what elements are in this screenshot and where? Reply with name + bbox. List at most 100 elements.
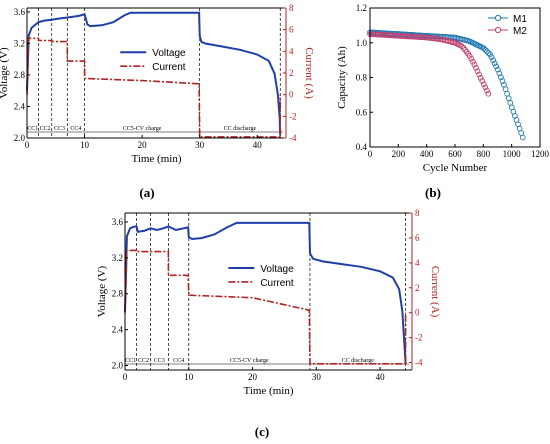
p2-y-tick-label: 2.8 xyxy=(112,289,124,299)
p0-x-tick-label: 40 xyxy=(253,140,263,150)
p1-marker-m1 xyxy=(480,45,487,52)
p0-phase-label: CC3 xyxy=(54,126,65,132)
p0-phase-label: CC5-CV charge xyxy=(123,126,162,132)
p2-legend-label-current: Current xyxy=(260,278,294,289)
p1-marker-m2 xyxy=(485,90,492,97)
p2-y-tick-label: 2.0 xyxy=(112,361,124,371)
p2-x-tick-label: 0 xyxy=(123,372,128,382)
p1-legend-marker-m2 xyxy=(494,26,502,34)
p1-x-tick-label: 400 xyxy=(420,149,434,159)
p2-x-axis-title: Time (min) xyxy=(243,385,293,397)
p0-y-axis-title: Voltage (V) xyxy=(0,47,10,99)
p2-series-current-line xyxy=(124,249,407,365)
p2-phase-label: CC5-CV charge xyxy=(230,358,269,364)
p1-marker-m1 xyxy=(490,57,496,64)
p1-marker-m1 xyxy=(491,60,498,67)
p1-legend-label-m1: M1 xyxy=(513,14,527,25)
p2-y-tick-label: 3.6 xyxy=(112,217,124,227)
p1-marker-m2 xyxy=(466,53,473,59)
p1-marker-m1 xyxy=(485,50,492,56)
p1-marker-m2 xyxy=(480,81,487,88)
p1-x-tick-label: 600 xyxy=(448,149,462,159)
p1-marker-m1 xyxy=(505,95,512,102)
p1-marker-m1 xyxy=(494,66,501,73)
p2-y2-tick-label: -4 xyxy=(415,358,423,368)
p0-legend-label-current: Current xyxy=(152,62,186,73)
p0-x-tick-label: 0 xyxy=(25,140,30,150)
p1-marker-m2 xyxy=(484,87,490,94)
p0-series-current-line xyxy=(26,37,281,138)
p1-x-tick-label: 200 xyxy=(392,149,406,159)
p1-x-tick-label: 1200 xyxy=(531,149,550,159)
p2-x-tick-label: 20 xyxy=(248,372,258,382)
p1-marker-m2 xyxy=(468,55,475,62)
p2-legend-label-voltage: Voltage xyxy=(260,264,294,275)
p0-y2-axis-title: Current (A) xyxy=(303,47,315,99)
p1-marker-m2 xyxy=(473,64,479,71)
p0-y-tick-label: 2.4 xyxy=(14,101,26,111)
p1-marker-m1 xyxy=(484,48,490,55)
p0-x-axis-title: Time (min) xyxy=(131,153,181,165)
p0-y2-tick-label: 2 xyxy=(289,68,294,78)
p0-y-tick-label: 3.6 xyxy=(14,7,26,17)
p1-y-tick-label: 1.0 xyxy=(356,38,368,48)
panel-label-3: (c) xyxy=(255,424,269,439)
p0-y2-tick-label: 6 xyxy=(289,25,294,35)
p0-x-tick-label: 20 xyxy=(138,140,148,150)
p2-phase-label: CC4 xyxy=(173,358,184,364)
p1-marker-m2 xyxy=(470,58,476,65)
p1-x-axis-title: Cycle Number xyxy=(423,162,488,174)
p2-y2-tick-label: 2 xyxy=(415,283,420,293)
p2-x-tick-label: 30 xyxy=(312,372,322,382)
p0-legend-label-voltage: Voltage xyxy=(152,48,186,59)
p1-marker-m1 xyxy=(499,78,506,84)
p1-marker-m2 xyxy=(474,68,481,74)
p2-x-tick-label: 40 xyxy=(376,372,386,382)
p1-marker-m1 xyxy=(502,86,509,92)
p2-phase-label: CC1 xyxy=(125,358,136,364)
p0-x-tick-label: 10 xyxy=(80,140,90,150)
p1-legend-marker-m1 xyxy=(494,14,502,22)
p2-y2-tick-label: 4 xyxy=(415,258,420,268)
p0-phase-label: CC discharge xyxy=(224,126,257,132)
p1-x-tick-label: 1000 xyxy=(503,149,522,159)
p1-marker-m1 xyxy=(493,63,500,70)
p1-y-tick-label: 0.4 xyxy=(356,142,368,152)
p1-marker-m1 xyxy=(488,54,495,60)
p1-marker-m2 xyxy=(477,74,484,81)
p2-y-tick-label: 2.4 xyxy=(112,325,124,335)
p2-phase-label: CC2 xyxy=(138,358,149,364)
p1-marker-m2 xyxy=(476,71,482,78)
p0-phase-label: CC2 xyxy=(40,126,51,132)
p2-y-tick-label: 3.2 xyxy=(112,253,123,263)
p0-y2-tick-label: 0 xyxy=(289,90,294,100)
p1-y-tick-label: 0.6 xyxy=(356,107,368,117)
p1-x-tick-label: 0 xyxy=(368,149,373,159)
panel-label-1: (a) xyxy=(139,185,154,200)
p2-y2-tick-label: 0 xyxy=(415,308,420,318)
p1-y-tick-label: 0.8 xyxy=(356,73,368,83)
p2-y-axis-title: Voltage (V) xyxy=(96,265,108,317)
panel-label-2: (b) xyxy=(425,185,441,200)
p1-y-tick-label: 1.2 xyxy=(356,3,367,13)
p0-y2-tick-label: -4 xyxy=(289,133,297,143)
p1-marker-m2 xyxy=(479,78,486,84)
p2-series-voltage-line xyxy=(124,221,407,364)
p2-y2-tick-label: 6 xyxy=(415,233,420,243)
p1-marker-m1 xyxy=(482,47,489,53)
p0-x-tick-label: 30 xyxy=(195,140,205,150)
p2-x-tick-label: 10 xyxy=(184,372,194,382)
p2-y2-tick-label: -2 xyxy=(415,333,423,343)
p0-y-tick-label: 2.8 xyxy=(14,70,26,80)
p2-phase-label: CC discharge xyxy=(342,358,375,364)
p0-y-tick-label: 2.0 xyxy=(14,133,26,143)
p1-marker-m1 xyxy=(519,134,526,141)
p2-y2-axis-title: Current (A) xyxy=(429,266,441,318)
p0-series-voltage-line xyxy=(26,11,282,136)
p1-marker-m2 xyxy=(459,43,465,50)
p0-y2-tick-label: -2 xyxy=(289,111,297,121)
p0-y2-tick-label: 8 xyxy=(289,3,294,13)
p2-phase-label: CC3 xyxy=(154,358,165,364)
p1-marker-m2 xyxy=(471,61,478,68)
